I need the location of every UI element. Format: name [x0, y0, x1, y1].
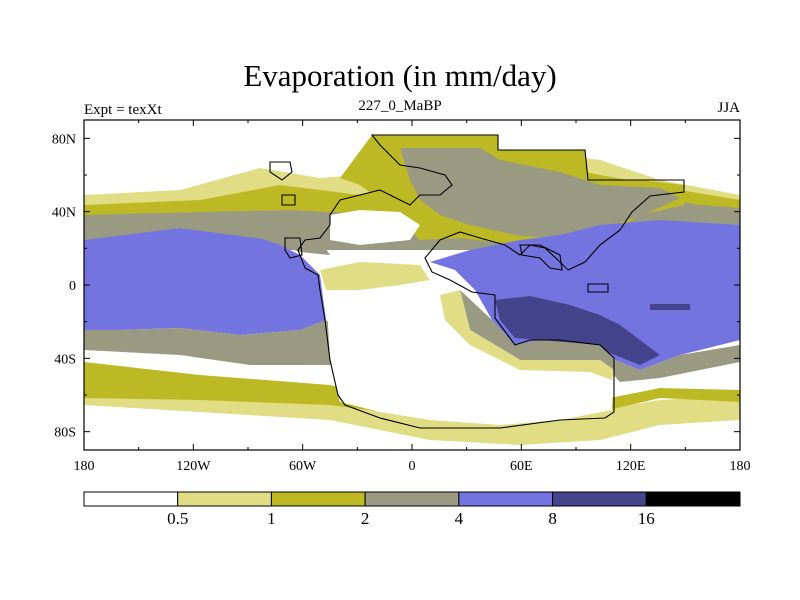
colorbar: 0.5 1 2 4 8 16	[83, 491, 741, 528]
experiment-label: Expt = texXt	[84, 102, 162, 118]
contour-band-eastern-blue	[430, 220, 740, 370]
contour-fills	[84, 120, 740, 450]
contour-band-tropical-grey-north	[84, 220, 330, 255]
island-outline-5	[519, 244, 563, 271]
colorbar-box	[83, 491, 179, 507]
axis-labels: 180 120W 60W 0 60E 120E 180 80N 40N 0 40S 80S	[52, 132, 751, 474]
x-tick-label: 60W	[289, 459, 317, 474]
contour-band-eastern-dark	[495, 296, 660, 365]
contour-coast-light-south	[440, 290, 614, 380]
colorbar-label: 2	[361, 509, 370, 528]
colorbar-box	[552, 491, 647, 507]
colorbar-box	[270, 491, 366, 507]
contour-coast-light-west	[320, 262, 430, 290]
land-interior-low	[326, 280, 614, 425]
contour-band-eastern-grey-south	[460, 290, 740, 382]
colorbar-box	[364, 491, 460, 507]
colorbar-box	[645, 491, 741, 507]
y-tick-label: 0	[69, 279, 76, 294]
y-tick-label: 40N	[52, 206, 76, 221]
land-north-low	[330, 210, 420, 245]
colorbar-label: 8	[548, 509, 557, 528]
colorbar-label: 1	[267, 509, 276, 528]
x-tick-label: 60E	[510, 459, 533, 474]
colorbar-label: 4	[455, 509, 464, 528]
island-outline-4	[587, 283, 609, 293]
island-outline-3	[284, 237, 303, 259]
contour-land-north-grey	[400, 148, 680, 238]
x-tick-label: 180	[74, 459, 95, 474]
colorbar-label: 16	[638, 509, 655, 528]
x-tick-label: 120W	[176, 459, 211, 474]
colorbar-box	[458, 491, 554, 507]
continent-outlines	[269, 134, 685, 429]
contour-band-eastern-dark-small	[650, 304, 690, 310]
contour-band-tropical-grey-south	[84, 320, 340, 365]
x-tick-label: 0	[409, 459, 416, 474]
colorbar-label: 0.5	[167, 509, 188, 528]
island-outline-2	[281, 194, 296, 206]
y-tick-label: 40S	[54, 352, 76, 367]
colorbar-box	[177, 491, 272, 507]
pangea-outline-main	[297, 134, 685, 429]
season-label: JJA	[717, 100, 740, 116]
y-tick-label: 80S	[54, 426, 76, 441]
y-tick-label: 80N	[52, 132, 76, 147]
x-tick-label: 180	[730, 459, 751, 474]
axis-ticks	[83, 120, 741, 450]
island-outline-1	[269, 161, 293, 181]
x-tick-label: 120E	[616, 459, 646, 474]
chart-title: Evaporation (in mm/day)	[243, 58, 557, 93]
time-period-label: 227_0_MaBP	[358, 98, 442, 114]
contour-band-tropical-blue	[84, 228, 326, 335]
